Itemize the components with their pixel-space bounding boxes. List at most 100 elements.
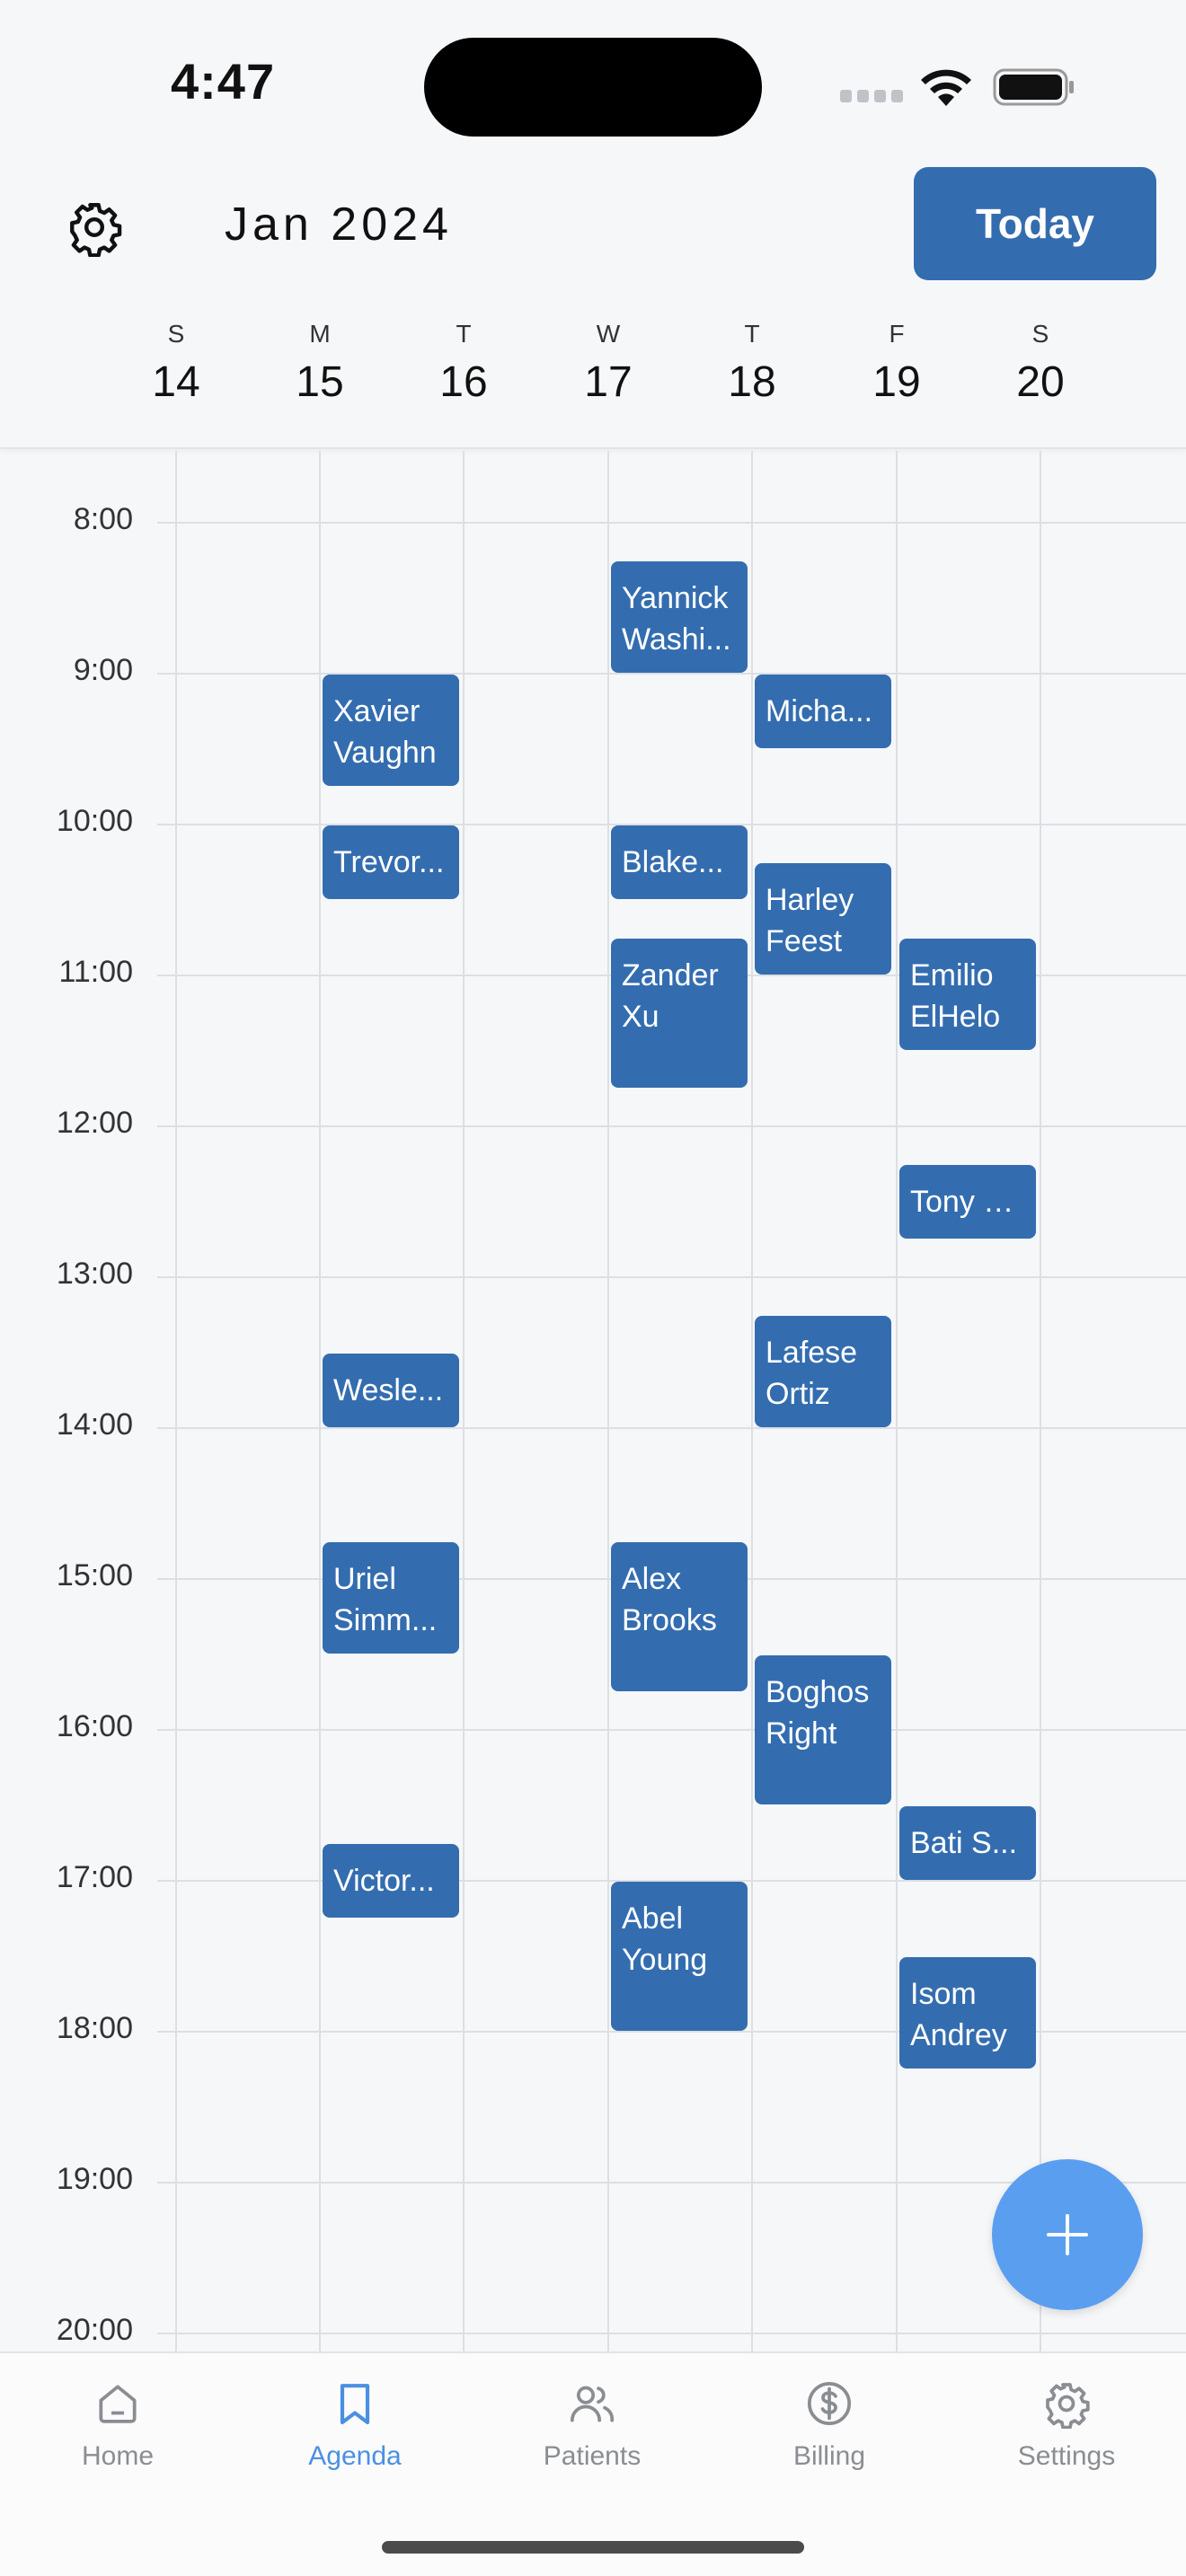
cellular-signal-icon (840, 90, 903, 102)
day-number: 19 (872, 358, 921, 406)
status-time: 4:47 (171, 53, 276, 110)
appointment-patient-name: Young (622, 1943, 708, 1977)
appointment-block[interactable]: Harley Feest (755, 863, 891, 975)
status-bar: 4:47 (0, 0, 1186, 162)
appointment-patient-name: Blake... (622, 845, 724, 879)
hour-line (157, 1729, 1186, 1731)
settings-gear-icon[interactable] (65, 198, 124, 257)
home-icon (19, 2378, 217, 2429)
appointment-patient-name: Trevor... (333, 845, 445, 879)
appointment-block[interactable]: Zander Xu (611, 939, 748, 1088)
appointment-block[interactable]: Boghos Right (755, 1655, 891, 1804)
users-icon (493, 2378, 691, 2429)
appointment-patient-name: Yannick (622, 581, 729, 615)
hour-line (157, 673, 1186, 675)
wifi-icon (921, 69, 971, 106)
appointment-patient-name: Emilio (910, 958, 994, 992)
appointment-block[interactable]: Micha... (755, 675, 891, 748)
tab-label: Patients (543, 2441, 642, 2471)
day-divider (607, 451, 609, 2351)
hour-label: 16:00 (56, 1709, 133, 1743)
appointment-block[interactable]: Isom Andrey (899, 1957, 1036, 2069)
hour-label: 17:00 (56, 1860, 133, 1894)
bottom-tab-bar: Home Agenda Patients Billing Settings (0, 2351, 1186, 2576)
week-grid[interactable]: 8:00 9:00 10:00 11:00 12:00 13:00 14:00 15:00 16… (0, 451, 1186, 2351)
appointment-block[interactable]: Xavier Vaughn (323, 675, 459, 786)
day-number: 17 (584, 358, 633, 406)
tab-agenda[interactable]: Agenda (256, 2378, 454, 2495)
tab-label: Home (81, 2441, 155, 2471)
tab-billing[interactable]: Billing (730, 2378, 928, 2495)
appointment-block[interactable]: Wesle... (323, 1354, 459, 1427)
hour-label: 11:00 (58, 955, 133, 989)
day-header-15[interactable]: M 15 (266, 320, 374, 407)
hour-line (157, 2182, 1186, 2183)
appointment-block[interactable]: Emilio ElHelo (899, 939, 1036, 1050)
day-header-16[interactable]: T 16 (410, 320, 518, 407)
appointment-patient-name: Lafese (766, 1336, 858, 1370)
hour-line (157, 1880, 1186, 1882)
appointment-patient-name: Andrey (910, 2018, 1007, 2052)
hour-label: 9:00 (73, 653, 133, 687)
appointment-patient-name: Vaughn (333, 736, 437, 770)
hour-line (157, 2333, 1186, 2334)
appointment-block[interactable]: Abel Young (611, 1882, 748, 2031)
day-divider (1040, 451, 1041, 2351)
tab-label: Agenda (308, 2441, 402, 2471)
appointment-patient-name: ElHelo (910, 1000, 1001, 1034)
gear-icon (968, 2378, 1165, 2429)
appointment-block[interactable]: Trevor... (323, 825, 459, 899)
appointment-patient-name: Tony B... (910, 1185, 1025, 1219)
appointment-block[interactable]: Alex Brooks (611, 1542, 748, 1691)
appointment-block[interactable]: Victor... (323, 1844, 459, 1918)
add-appointment-button[interactable] (992, 2159, 1143, 2310)
appointment-patient-name: Zander (622, 958, 719, 992)
today-button[interactable]: Today (914, 167, 1156, 280)
day-header-19[interactable]: F 19 (843, 320, 951, 407)
hour-label: 8:00 (73, 502, 133, 536)
month-label[interactable]: Jan 2024 (225, 198, 453, 251)
appointment-block[interactable]: Lafese Ortiz (755, 1316, 891, 1427)
hour-label: 10:00 (56, 804, 133, 838)
day-number: 15 (296, 358, 344, 406)
hour-label: 12:00 (56, 1106, 133, 1140)
appointment-block[interactable]: Tony B... (899, 1165, 1036, 1239)
day-letter: F (889, 320, 905, 348)
appointment-block[interactable]: Yannick Washi... (611, 561, 748, 673)
appointment-patient-name: Brooks (622, 1603, 717, 1637)
appointment-patient-name: Xavier (333, 694, 420, 728)
appointment-patient-name: Abel (622, 1901, 684, 1936)
appointment-patient-name: Micha... (766, 694, 873, 728)
day-letter: T (456, 320, 472, 348)
appointment-block[interactable]: Uriel Simm... (323, 1542, 459, 1654)
day-number: 18 (728, 358, 776, 406)
day-number: 16 (439, 358, 488, 406)
day-letter: S (167, 320, 185, 348)
battery-icon (993, 68, 1074, 106)
appointment-block[interactable]: Blake... (611, 825, 748, 899)
day-header-20[interactable]: S 20 (987, 320, 1094, 407)
appointment-patient-name: Alex (622, 1562, 682, 1596)
day-number: 20 (1016, 358, 1065, 406)
bookmark-icon (256, 2378, 454, 2429)
plus-icon (1047, 2214, 1088, 2255)
day-number: 14 (152, 358, 200, 406)
tab-settings[interactable]: Settings (968, 2378, 1165, 2495)
day-header-18[interactable]: T 18 (698, 320, 806, 407)
tab-patients[interactable]: Patients (493, 2378, 691, 2495)
hour-label: 14:00 (56, 1407, 133, 1442)
day-header-17[interactable]: W 17 (554, 320, 662, 407)
appointment-patient-name: Isom (910, 1977, 977, 2011)
appointment-block[interactable]: Bati S... (899, 1806, 1036, 1880)
day-header-14[interactable]: S 14 (122, 320, 230, 407)
hour-line (157, 522, 1186, 524)
calendar-header: Jan 2024 Today S 14 M 15 T 16 W 17 T 18 F 19 S 20 (0, 162, 1186, 449)
hour-line (157, 824, 1186, 825)
day-divider (751, 451, 753, 2351)
day-divider (463, 451, 465, 2351)
home-indicator (382, 2541, 804, 2554)
tab-home[interactable]: Home (19, 2378, 217, 2495)
appointment-patient-name: Uriel (333, 1562, 396, 1596)
appointment-patient-name: Washi... (622, 622, 731, 657)
appointment-patient-name: Xu (622, 1000, 659, 1034)
